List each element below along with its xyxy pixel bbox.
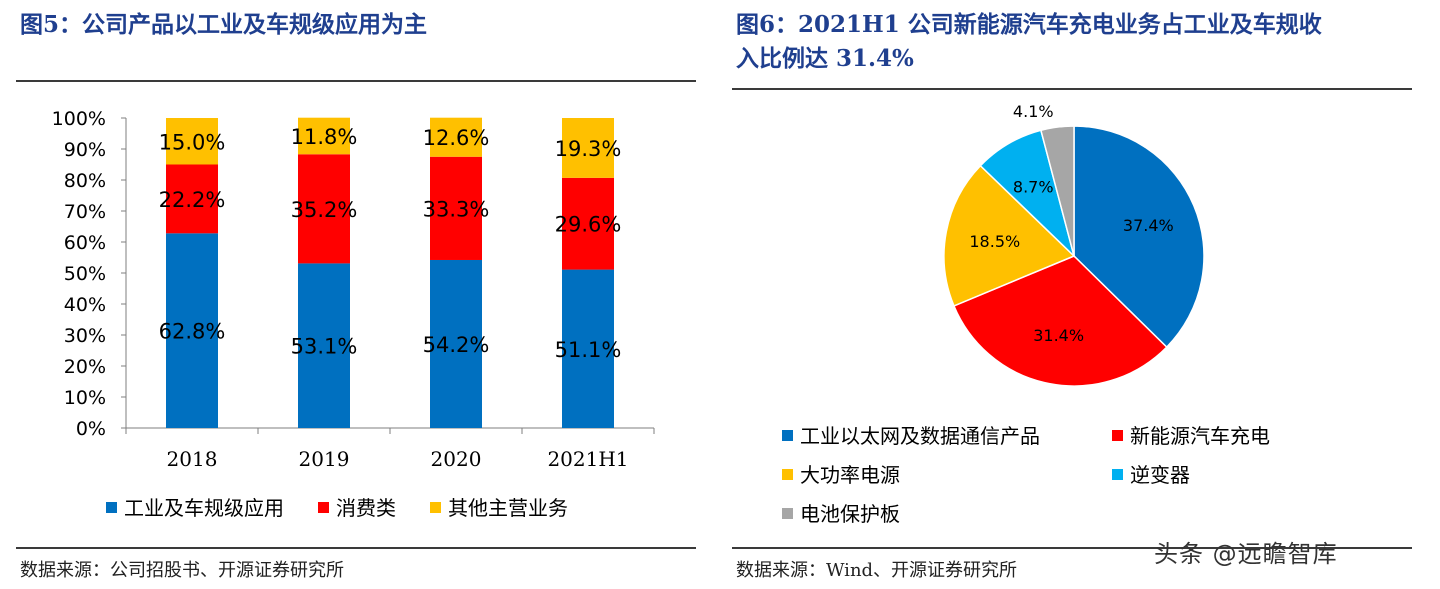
bar-segment (298, 154, 350, 264)
pie-value-label: 4.1% (1013, 102, 1054, 121)
legend-label: 新能源汽车充电 (1130, 424, 1270, 448)
bar-value-label: 29.6% (555, 213, 622, 237)
bar-segment (166, 233, 218, 428)
bar-value-label: 11.8% (291, 125, 358, 149)
bar-segment (562, 177, 614, 270)
y-tick-label: 20% (64, 356, 106, 378)
figure-6-title-line-1: 图6：2021H1 公司新能源汽车充电业务占工业及车规收 (736, 11, 1322, 38)
bar-value-label: 62.8% (159, 320, 226, 344)
legend-swatch (782, 508, 793, 519)
legend-label: 电池保护板 (800, 502, 900, 526)
legend-swatch (106, 502, 117, 513)
stacked-bar-figure: 图5：公司产品以工业及车规级应用为主 0% 10% 20% 30% 40% 50% 60% 7… (16, 0, 702, 589)
bar-segment (166, 118, 218, 165)
pie-slice (1039, 125, 1075, 257)
y-tick-label: 70% (64, 201, 106, 223)
category-label: 2018 (167, 447, 218, 471)
category-label: 2020 (431, 447, 482, 471)
category-label: 2021H1 (547, 447, 628, 471)
pie-value-label: 18.5% (969, 232, 1020, 251)
legend-label: 消费类 (336, 496, 396, 520)
bar-segment (562, 269, 614, 428)
bar-value-label: 22.2% (159, 188, 226, 212)
legend-swatch (1112, 469, 1123, 480)
legend-label: 大功率电源 (800, 463, 900, 487)
bar-segment (298, 117, 350, 155)
source-divider (16, 547, 696, 549)
title-divider (732, 88, 1412, 90)
category-label: 2019 (299, 447, 350, 471)
bar-segment (430, 117, 482, 157)
legend-label: 逆变器 (1130, 463, 1190, 487)
pie-value-label: 8.7% (1013, 177, 1054, 196)
y-tick-label: 60% (64, 232, 106, 254)
bar-value-label: 35.2% (291, 198, 358, 222)
y-tick-label: 0% (76, 418, 106, 440)
y-tick-label: 90% (64, 139, 106, 161)
y-tick-label: 40% (64, 294, 106, 316)
legend-swatch (430, 502, 441, 513)
stacked-bar-chart: 0% 10% 20% 30% 40% 50% 60% 70% 80% 90% 100% 62.8% 22… (52, 108, 655, 520)
legend-swatch (782, 430, 793, 441)
figure-5-title: 图5：公司产品以工业及车规级应用为主 (20, 11, 428, 38)
bar-value-label: 19.3% (555, 137, 622, 161)
bar-value-label: 54.2% (423, 333, 490, 357)
legend-label: 工业以太网及数据通信产品 (800, 424, 1040, 448)
bar-segment (562, 118, 614, 178)
y-tick-label: 10% (64, 387, 106, 409)
bar-segment (298, 263, 350, 428)
bar-segment (430, 156, 482, 260)
pie-value-label: 31.4% (1033, 326, 1084, 345)
legend-swatch (318, 502, 329, 513)
figure-5-source: 数据来源：公司招股书、开源证券研究所 (20, 560, 344, 581)
y-tick-label: 100% (52, 108, 106, 130)
bar-value-label: 53.1% (291, 335, 358, 359)
pie-value-label: 37.4% (1123, 216, 1174, 235)
legend-swatch (782, 469, 793, 480)
legend-label: 工业及车规级应用 (124, 496, 284, 520)
y-tick-label: 30% (64, 325, 106, 347)
pie-chart: 37.4% 31.4% 18.5% 8.7% 4.1% 工业以太网及数据通信产品 新能源汽车… (782, 102, 1270, 526)
pie-slice (943, 164, 1076, 307)
bar-segment (430, 259, 482, 428)
figure-6-title-line-2: 入比例达 31.4% (736, 45, 914, 72)
bar-value-label: 51.1% (555, 338, 622, 362)
legend-label: 其他主营业务 (448, 496, 568, 520)
pie-figure: 图6：2021H1 公司新能源汽车充电业务占工业及车规收 入比例达 31.4% … (732, 0, 1418, 589)
bar-legend: 工业及车规级应用 消费类 其他主营业务 (106, 496, 568, 520)
bar-value-label: 12.6% (423, 126, 490, 150)
title-divider (16, 80, 696, 82)
pie-slice (952, 255, 1168, 387)
y-tick-label: 50% (64, 263, 106, 285)
pie-slice (1073, 125, 1205, 349)
figure-6-source: 数据来源：Wind、开源证券研究所 (736, 560, 1018, 581)
source-divider (732, 547, 1412, 549)
legend-swatch (1112, 430, 1123, 441)
bar-segment (166, 164, 218, 234)
bar-value-label: 15.0% (159, 130, 226, 154)
watermark: 头条 @远瞻智库 (1154, 540, 1338, 568)
y-tick-label: 80% (64, 170, 106, 192)
figure-6-title: 图6：2021H1 公司新能源汽车充电业务占工业及车规收 入比例达 31.4% (736, 8, 1416, 76)
bar-value-label: 33.3% (423, 197, 490, 221)
